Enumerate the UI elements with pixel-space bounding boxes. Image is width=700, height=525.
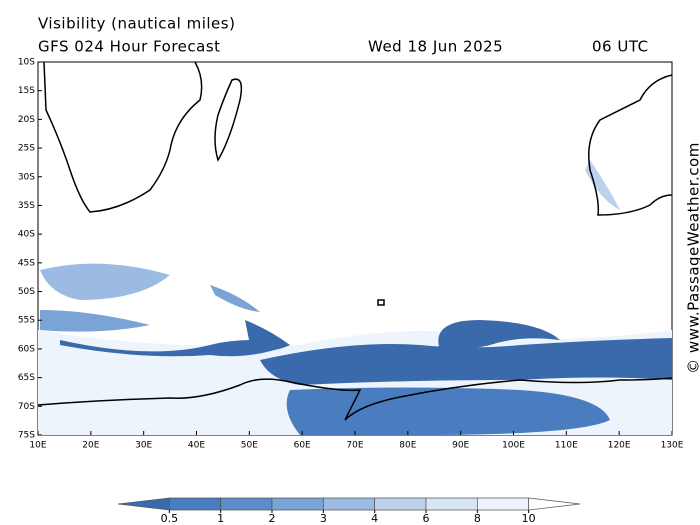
subtitle: GFS 024 Hour Forecast [38,38,221,56]
longitude-label: 50E [241,441,258,451]
longitude-label: 100E [502,441,525,451]
fog-swirl [438,320,560,350]
latitude-label: 70S [18,402,35,412]
longitude-label: 120E [608,441,631,451]
colorbar-segment [168,497,222,511]
latitude-label: 75S [18,431,35,441]
coastlines [38,62,672,421]
colorbar-label: 0.5 [161,512,179,525]
latitude-label: 60S [18,344,35,354]
fog-patch [245,320,290,350]
longitude-axis: 10E 20E 30E 40E 50E 60E 70E 80E 90E 100E 110E 120E 1… [29,431,684,451]
latitude-label: 45S [18,258,35,268]
colorbar-label: 8 [474,512,481,525]
madagascar-coast [214,78,243,162]
date: Wed 18 Jun 2025 [368,38,503,56]
colorbar-label: 1 [217,512,224,525]
colorbar-label: 2 [269,512,276,525]
latitude-label: 15S [18,86,35,96]
colorbar-label: 10 [522,512,536,525]
antarctica-coast [38,377,672,421]
fog-patch [40,310,150,332]
latitude-label: 25S [18,144,35,154]
longitude-label: 110E [555,441,578,451]
longitude-label: 80E [399,441,416,451]
fog-patch [210,285,260,312]
colorbar-segment [322,497,376,511]
colorbar-segment [220,497,273,511]
colorbar-label: 3 [320,512,327,525]
fog-patch [585,160,620,210]
title: Visibility (nautical miles) [38,15,235,33]
colorbar-segment [271,497,324,511]
latitude-label: 20S [18,115,35,125]
latitude-label: 55S [18,316,35,326]
fog-band [286,387,610,435]
time: 06 UTC [592,38,649,56]
visibility-field [38,160,672,435]
island-coast [377,299,385,306]
longitude-label: 10E [29,441,46,451]
latitude-axis: 10S 15S 20S 25S 30S 35S 40S 45S 50S 55S 60S 65S 70S 7… [18,58,42,441]
colorbar-segment [476,497,530,511]
colorbar-label: 4 [371,512,378,525]
colorbar: 0.5 1 2 3 4 6 8 10 [117,497,581,525]
fog-patch [40,263,170,300]
colorbar-segment [528,497,581,511]
longitude-label: 30E [135,441,152,451]
longitude-label: 130E [661,441,684,451]
fog-streak [60,340,290,357]
map-area: 10S 15S 20S 25S 30S 35S 40S 45S 50S 55S 60S 65S 70S 7… [18,58,684,451]
africa-coast [43,62,203,213]
australia-coast [588,74,672,216]
colorbar-segment [374,497,427,511]
latitude-label: 30S [18,172,35,182]
colorbar-segment [425,497,478,511]
longitude-label: 60E [294,441,311,451]
longitude-label: 70E [346,441,363,451]
latitude-label: 35S [18,201,35,211]
longitude-label: 40E [188,441,205,451]
latitude-label: 65S [18,373,35,383]
latitude-label: 50S [18,287,35,297]
latitude-label: 10S [18,58,35,68]
longitude-label: 20E [82,441,99,451]
watermark: © www.PassageWeather.com [685,142,700,374]
latitude-label: 40S [18,230,35,240]
colorbar-segment [117,497,170,511]
colorbar-label: 6 [423,512,430,525]
longitude-label: 90E [452,441,469,451]
fog-band [260,338,672,385]
